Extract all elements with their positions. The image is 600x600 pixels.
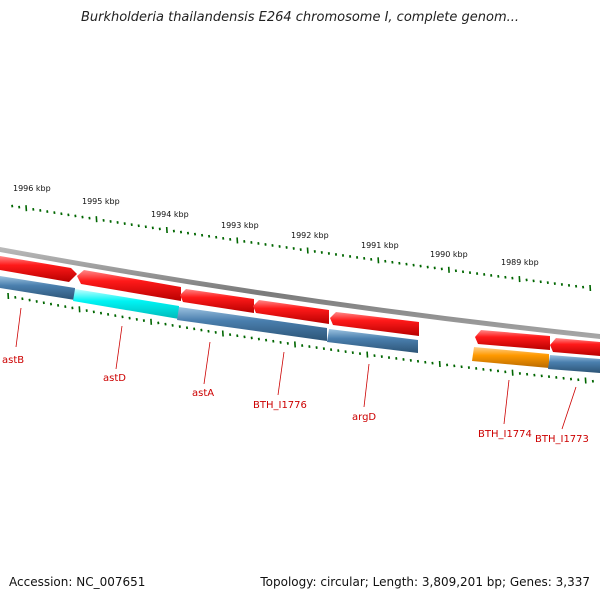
scale-labels: 1996 kbp 1995 kbp 1994 kbp 1993 kbp 1992… xyxy=(13,184,539,267)
reverse-gene-block[interactable] xyxy=(327,329,418,353)
scale-label-1992-kbp: 1992 kbp xyxy=(291,231,329,240)
leader-line-astA xyxy=(203,341,211,385)
reverse-gene-block-highlighted-orange[interactable] xyxy=(472,347,549,368)
reverse-gene-block[interactable] xyxy=(177,307,327,341)
leader-line-astD xyxy=(115,325,123,370)
map-title: Burkholderia thailandensis E264 chromoso… xyxy=(80,10,520,25)
reverse-gene-block-highlighted-cyan[interactable] xyxy=(73,289,179,319)
scale-label-1995-kbp: 1995 kbp xyxy=(82,197,120,206)
forward-gene-arrow[interactable] xyxy=(77,270,181,301)
gene-label-astA[interactable]: astA xyxy=(192,388,214,399)
chromosome-backbone xyxy=(0,247,600,339)
scale-label-1991-kbp: 1991 kbp xyxy=(361,241,399,250)
leader-line-BTH_I1776 xyxy=(277,351,285,396)
leader-line-argD xyxy=(363,363,370,408)
gene-label-astB[interactable]: astB xyxy=(2,355,24,366)
reverse-strand-track xyxy=(0,276,600,373)
gene-label-BTH_I1776[interactable]: BTH_I1776 xyxy=(253,400,307,411)
forward-gene-arrow[interactable] xyxy=(550,338,600,356)
scale-label-1989-kbp: 1989 kbp xyxy=(501,258,539,267)
genome-summary-text: Topology: circular; Length: 3,809,201 bp… xyxy=(260,575,590,589)
outer-scale-ticks xyxy=(11,204,592,292)
scale-label-1990-kbp: 1990 kbp xyxy=(430,250,468,259)
gene-label-leaders xyxy=(15,307,577,430)
forward-gene-arrow[interactable] xyxy=(0,256,77,282)
forward-gene-arrow[interactable] xyxy=(475,330,550,350)
gene-labels: astB astD astA BTH_I1776 argD BTH_I1774 … xyxy=(2,355,589,445)
reverse-gene-block[interactable] xyxy=(0,276,75,300)
scale-label-1993-kbp: 1993 kbp xyxy=(221,221,259,230)
gene-label-BTH_I1773[interactable]: BTH_I1773 xyxy=(535,434,589,445)
gene-label-BTH_I1774[interactable]: BTH_I1774 xyxy=(478,429,532,440)
leader-line-astB xyxy=(15,307,22,348)
forward-gene-arrow[interactable] xyxy=(330,312,419,336)
scale-label-1994-kbp: 1994 kbp xyxy=(151,210,189,219)
scale-label-1996-kbp: 1996 kbp xyxy=(13,184,51,193)
gene-label-argD[interactable]: argD xyxy=(352,412,376,423)
reverse-gene-block[interactable] xyxy=(548,355,600,373)
forward-gene-arrow[interactable] xyxy=(253,300,329,324)
leader-line-BTH_I1773 xyxy=(561,386,577,430)
inner-scale-ticks xyxy=(7,292,594,384)
accession-text: Accession: NC_007651 xyxy=(9,575,146,589)
leader-line-BTH_I1774 xyxy=(503,379,510,425)
gene-label-astD[interactable]: astD xyxy=(103,373,126,384)
forward-gene-arrow[interactable] xyxy=(180,289,254,313)
forward-strand-track xyxy=(0,256,600,356)
